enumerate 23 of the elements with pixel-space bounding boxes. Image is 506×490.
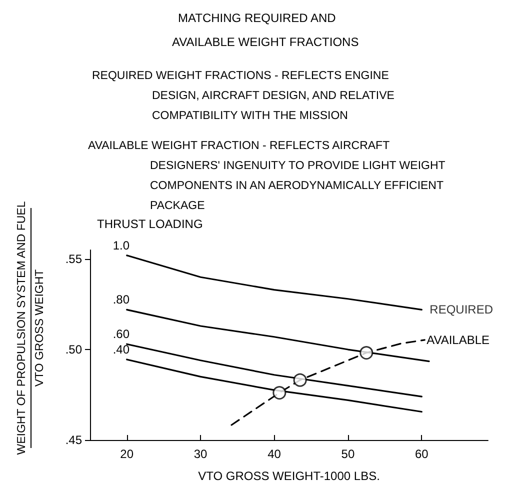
point [272, 386, 286, 400]
point [360, 346, 374, 360]
y-axis-title: WEIGHT OF PROPULSION SYSTEM AND FUEL VTO GROSS WEIGHT [16, 200, 46, 455]
text: REQUIRED WEIGHT FRACTIONS - REFLECTS ENGINE DESIGN, AIRCRAFT DESIGN, AND RELATIVE COMPATIBILITY WITH THE MISSION [92, 70, 395, 122]
series-label: AVAILABLE [426, 332, 490, 347]
legend-title: THRUST LOADING [97, 217, 203, 231]
y-tick-label: .45 [65, 433, 82, 447]
x-tick-label: 30 [194, 447, 208, 461]
x-tick-label: 60 [414, 447, 429, 461]
series-label: .40 [112, 342, 130, 356]
text: AVAILABLE WEIGHT FRACTION - REFLECTS AIRCRAFT DESIGNERS' INGENUITY TO PROVIDE LIGHT WEIGHT COMPONENTS IN AN AERODYNAMICALLY EFFICIENT PACKAGE [88, 140, 446, 212]
chart-title: MATCHING REQUIRED AND AVAILABLE WEIGHT FRACTIONS [172, 11, 359, 49]
x-axis-title: VTO GROSS WEIGHT-1000 LBS. [198, 469, 380, 483]
x-tick-label: 50 [341, 447, 355, 461]
series-label: .60 [112, 327, 130, 342]
x-tick-label: 40 [268, 447, 282, 461]
y-tick-label: .50 [65, 342, 82, 357]
point [293, 373, 307, 387]
x-tick-label: 20 [120, 447, 134, 461]
series-label: .80 [112, 292, 130, 307]
y-tick-label: .55 [65, 252, 82, 266]
annotation: REQUIRED [430, 302, 494, 317]
series-label: 1.0 [112, 238, 130, 252]
